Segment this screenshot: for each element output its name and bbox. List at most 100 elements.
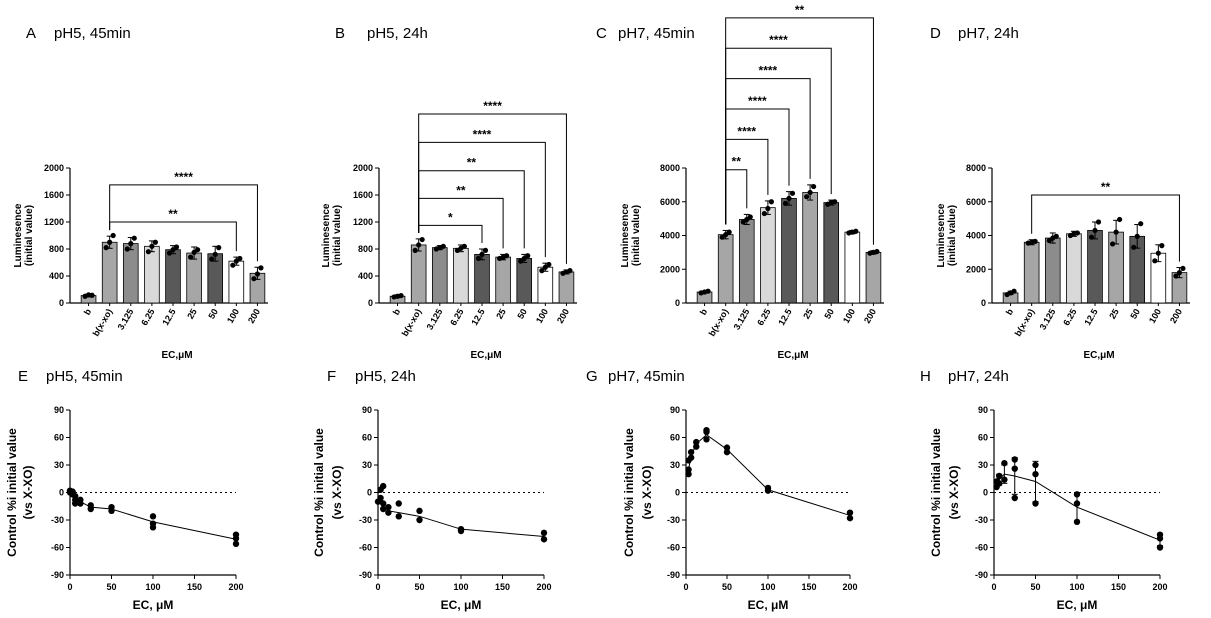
x-tick-label: b(x-xo) [707,307,731,338]
y-tick-label: 400 [49,271,64,281]
data-point [1088,234,1095,240]
bar [186,252,202,304]
x-tick-label: 6.25 [1061,307,1078,327]
bar [474,253,490,304]
y-tick-label: 0 [981,298,986,308]
data-point [703,426,710,434]
panel-title: pH5, 24h [367,25,428,42]
y-tick-label: 90 [978,405,988,415]
y-tick-label: 1200 [353,217,373,227]
data-point [440,243,446,249]
data-point [395,513,402,520]
bar [738,219,755,304]
x-tick-label: 50 [1030,582,1040,592]
data-point [379,482,387,490]
data-point [723,444,731,451]
data-point [1155,250,1161,256]
y-tick-label: 2000 [966,264,986,274]
x-tick-label: b [1004,307,1016,317]
data-point [416,507,423,515]
x-tick-label: 200 [862,307,878,325]
significance-label: **** [483,99,502,113]
bar [453,247,469,304]
bar [537,266,554,304]
y-tick-label: 60 [670,433,680,443]
x-tick-label: 3.125 [425,307,445,332]
panel-title: pH5, 24h [355,368,416,385]
data-point [1011,456,1018,463]
x-tick-label: b(x-xo) [91,307,115,338]
x-tick-label: 100 [1069,582,1084,592]
data-point [1073,491,1081,498]
bar [410,244,427,304]
x-tick-label: 100 [841,307,857,325]
data-point [212,251,218,257]
significance-bracket [725,169,748,225]
y-tick-label: 30 [978,460,988,470]
x-tick-label: 100 [225,307,241,325]
data-point [173,244,180,250]
data-point [540,529,548,537]
y-tick-label: 4000 [966,231,986,241]
x-tick-label: b(x-xo) [1013,307,1037,338]
x-tick-label: 200 [555,307,571,325]
significance-label: ** [456,183,466,197]
significance-bracket [109,184,258,262]
data-point [1032,500,1039,507]
x-axis-label: EC, μM [441,598,482,612]
y-tick-label: 0 [675,488,680,498]
y-tick-label: 1600 [44,190,64,200]
x-axis-label: EC,μM [777,350,808,361]
y-tick-label: 0 [368,298,373,308]
data-point [1001,476,1008,483]
data-point [152,239,158,245]
data-point [230,262,236,268]
y-tick-label: 90 [362,405,372,415]
significance-label: ** [467,156,477,170]
y-axis-label: Control %i initial value [622,428,636,557]
y-tick-label: 90 [54,405,64,415]
bar [495,256,511,304]
bar [165,249,181,304]
y-axis-label-sub: (vs X-XO) [640,465,654,519]
y-tick-label: 60 [54,433,64,443]
x-tick-label: 6.25 [139,307,156,327]
x-tick-label: 200 [1152,582,1167,592]
y-axis-label: Control %i initial value [929,428,943,557]
data-point [685,470,692,478]
y-tick-label: 60 [978,433,988,443]
x-tick-label: 6.25 [755,307,772,327]
panel-title: pH7, 24h [958,25,1019,42]
y-axis-label-sub: (vs X-XO) [330,465,344,519]
data-point [87,505,94,513]
bar [802,192,818,304]
y-tick-label: 1200 [44,217,64,227]
y-axis-label: Luminesence [936,203,947,267]
data-point [518,258,524,264]
y-tick-label: -30 [359,515,372,525]
x-tick-label: 100 [145,582,160,592]
y-tick-label: 8000 [966,163,986,173]
x-tick-label: 150 [187,582,202,592]
data-point [128,241,134,247]
mean-line [996,473,1161,541]
panel-letter: A [26,25,36,42]
panel-title: pH7, 24h [948,368,1009,385]
data-point [103,245,109,251]
data-point [1156,544,1164,551]
data-point [145,249,151,255]
data-point [166,250,173,256]
y-axis-label-sub: (vs X-XO) [21,465,35,519]
data-point [1011,465,1018,472]
x-tick-label: 50 [414,582,424,592]
y-tick-label: 400 [358,271,373,281]
bar [865,251,882,304]
bar [516,258,533,304]
y-tick-label: -90 [667,570,680,580]
significance-bracket [418,224,483,243]
x-tick-label: 100 [534,307,550,325]
x-tick-label: 3.125 [732,307,752,332]
data-point [846,509,854,516]
data-point [1011,494,1018,502]
x-tick-label: 100 [760,582,775,592]
